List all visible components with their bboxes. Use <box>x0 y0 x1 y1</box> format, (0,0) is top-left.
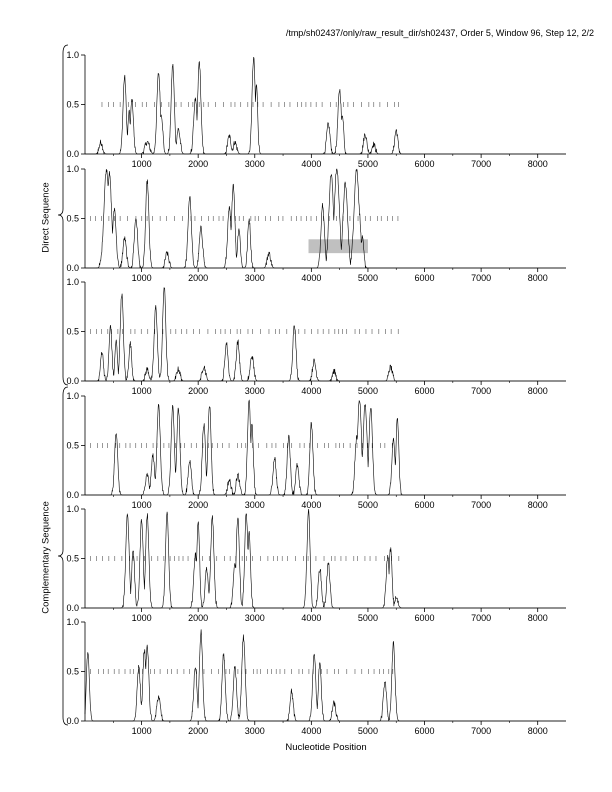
x-tick-label: 6000 <box>415 273 435 283</box>
x-tick-label: 3000 <box>245 159 265 169</box>
x-tick-label: 2000 <box>188 613 208 623</box>
x-tick-label: 8000 <box>528 386 548 396</box>
x-tick-label: 3000 <box>245 386 265 396</box>
x-axis-label: Nucleotide Position <box>285 742 367 753</box>
complementary-sequence-label: Complementary Sequence <box>40 500 52 614</box>
y-tick-label: 1.0 <box>66 504 79 514</box>
x-tick-label: 7000 <box>471 726 491 736</box>
series-line <box>85 287 566 383</box>
x-tick-label: 8000 <box>528 159 548 169</box>
panel-6: 0.0 0.5 1.0 1000 2000 3000 4000 5000 6000 7000 800… <box>66 617 566 736</box>
x-tick-label: 4000 <box>301 726 321 736</box>
x-tick-label: 3000 <box>245 500 265 510</box>
x-tick-label: 2000 <box>188 500 208 510</box>
x-tick-label: 1000 <box>132 613 152 623</box>
series-line <box>85 399 566 496</box>
y-tick-label: 1.0 <box>66 277 79 287</box>
x-tick-label: 5000 <box>358 613 378 623</box>
x-tick-label: 8000 <box>528 726 548 736</box>
panel-5: 0.0 0.5 1.0 1000 2000 3000 4000 5000 6000 7000 800… <box>66 504 566 623</box>
group-brackets <box>57 44 69 726</box>
y-tick-label: 0.0 <box>66 263 79 273</box>
x-tick-label: 5000 <box>358 500 378 510</box>
x-tick-label: 6000 <box>415 386 435 396</box>
x-tick-label: 1000 <box>132 386 152 396</box>
x-tick-label: 7000 <box>471 386 491 396</box>
panel-3: 0.0 0.5 1.0 1000 2000 3000 4000 5000 6000 7000 800… <box>66 277 566 396</box>
x-tick-label: 3000 <box>245 613 265 623</box>
highlight-region <box>308 239 368 254</box>
series-line <box>85 168 566 269</box>
series-line <box>85 56 566 155</box>
direct-brace <box>57 44 69 386</box>
threshold-marks <box>101 102 399 107</box>
direct-sequence-label: Direct Sequence <box>40 181 52 253</box>
x-tick-label: 7000 <box>471 500 491 510</box>
x-tick-label: 7000 <box>471 159 491 169</box>
x-tick-label: 1000 <box>132 726 152 736</box>
y-tick-label: 0.5 <box>66 327 79 337</box>
threshold-marks <box>90 329 399 334</box>
y-tick-label: 0.0 <box>66 490 79 500</box>
threshold-marks <box>90 216 399 221</box>
panel-2: 0.0 0.5 1.0 1000 2000 3000 4000 5000 6000 7000 800… <box>66 164 566 283</box>
x-tick-label: 4000 <box>301 613 321 623</box>
panel-4: 0.0 0.5 1.0 1000 2000 3000 4000 5000 6000 7000 800… <box>66 391 566 510</box>
threshold-marks <box>90 443 393 448</box>
x-tick-label: 6000 <box>415 613 435 623</box>
x-tick-label: 8000 <box>528 613 548 623</box>
y-tick-label: 1.0 <box>66 164 79 174</box>
complementary-brace <box>57 386 69 726</box>
x-tick-label: 8000 <box>528 273 548 283</box>
x-tick-label: 5000 <box>358 726 378 736</box>
y-tick-label: 0.0 <box>66 603 79 613</box>
y-tick-label: 0.5 <box>66 214 79 224</box>
x-tick-label: 4000 <box>301 500 321 510</box>
series-line <box>85 508 566 609</box>
x-tick-label: 1000 <box>132 159 152 169</box>
y-tick-label: 1.0 <box>66 50 79 60</box>
x-tick-label: 4000 <box>301 159 321 169</box>
y-tick-label: 1.0 <box>66 391 79 401</box>
x-tick-label: 2000 <box>188 159 208 169</box>
x-tick-label: 3000 <box>245 273 265 283</box>
x-tick-label: 2000 <box>188 386 208 396</box>
x-tick-label: 7000 <box>471 613 491 623</box>
x-tick-label: 6000 <box>415 500 435 510</box>
x-tick-label: 6000 <box>415 726 435 736</box>
y-tick-label: 0.0 <box>66 716 79 726</box>
x-tick-label: 5000 <box>358 273 378 283</box>
x-tick-label: 8000 <box>528 500 548 510</box>
series-line <box>84 629 566 722</box>
x-tick-label: 1000 <box>132 273 152 283</box>
x-tick-label: 5000 <box>358 159 378 169</box>
x-tick-label: 5000 <box>358 386 378 396</box>
y-tick-label: 0.5 <box>66 667 79 677</box>
x-tick-label: 2000 <box>188 726 208 736</box>
panel-1: 0.0 0.5 1.0 1000 2000 3000 4000 5000 6000 7000 800… <box>66 50 566 169</box>
x-tick-label: 4000 <box>301 386 321 396</box>
y-tick-label: 0.0 <box>66 376 79 386</box>
x-tick-label: 1000 <box>132 500 152 510</box>
x-tick-label: 2000 <box>188 273 208 283</box>
y-tick-label: 0.0 <box>66 149 79 159</box>
x-tick-label: 7000 <box>471 273 491 283</box>
y-tick-label: 0.5 <box>66 441 79 451</box>
x-tick-label: 4000 <box>301 273 321 283</box>
threshold-marks <box>90 669 394 674</box>
page-title: /tmp/sh02437/only/raw_result_dir/sh02437… <box>285 28 594 38</box>
y-tick-label: 0.5 <box>66 100 79 110</box>
panels: 0.0 0.5 1.0 1000 2000 3000 4000 5000 6000 7000 800… <box>66 50 566 736</box>
y-tick-label: 1.0 <box>66 617 79 627</box>
y-tick-label: 0.5 <box>66 554 79 564</box>
x-tick-label: 6000 <box>415 159 435 169</box>
x-tick-label: 3000 <box>245 726 265 736</box>
